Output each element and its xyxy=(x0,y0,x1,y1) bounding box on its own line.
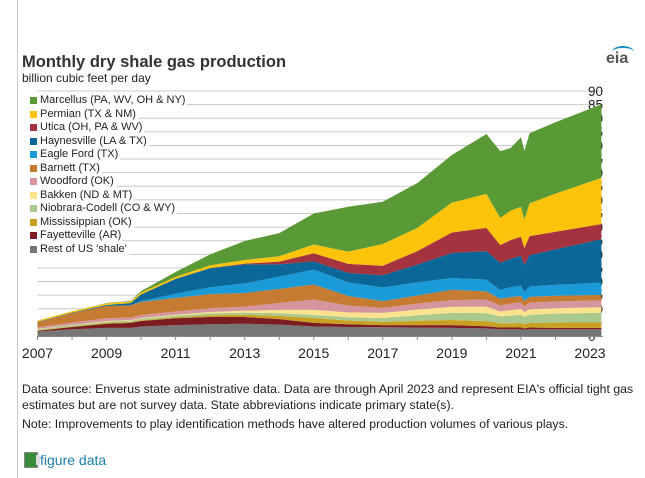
x-tick-label: 2015 xyxy=(298,345,329,361)
legend-item: Barnett (TX) xyxy=(30,161,102,175)
legend-label: Eagle Ford (TX) xyxy=(40,148,119,160)
legend-item: Eagle Ford (TX) xyxy=(30,148,121,162)
legend-label: Fayetteville (AR) xyxy=(40,229,122,241)
legend-swatch xyxy=(30,110,37,118)
legend-item: Bakken (ND & MT) xyxy=(30,188,135,202)
legend-item: Niobrara-Codell (CO & WY) xyxy=(30,202,178,216)
chart-subtitle: billion cubic feet per day xyxy=(22,71,151,85)
x-tick-label: 2021 xyxy=(505,345,536,361)
legend-swatch xyxy=(30,205,37,213)
area-series-bakken-nd-mt xyxy=(37,306,602,330)
legend-swatch xyxy=(30,151,37,159)
legend-item: Mississippian (OK) xyxy=(30,215,134,229)
data-source-note: Data source: Enverus state administrativ… xyxy=(22,382,634,412)
x-tick-label: 2013 xyxy=(229,345,260,361)
area-series-eagle-ford-tx xyxy=(37,269,602,323)
stacked-area-chart: 0510152025303540455055606570758085902007… xyxy=(22,84,606,361)
legend-item: Rest of US 'shale' xyxy=(30,242,129,256)
legend-swatch xyxy=(30,191,37,199)
legend-swatch xyxy=(30,164,37,172)
legend-label: Utica (OH, PA & WV) xyxy=(40,121,143,133)
legend-label: Permian (TX & NM) xyxy=(40,107,136,120)
legend-label: Haynesville (LA & TX) xyxy=(40,134,147,147)
legend-label: Bakken (ND & MT) xyxy=(40,188,133,201)
x-tick-label: 2017 xyxy=(367,345,398,361)
legend-item: Permian (TX & NM) xyxy=(30,107,138,121)
legend-swatch xyxy=(30,124,37,132)
excel-file-icon xyxy=(24,452,40,468)
legend-item: Utica (OH, PA & WV) xyxy=(30,121,145,135)
figure-data-link[interactable]: figure data xyxy=(24,452,106,468)
area-series-barnett-tx xyxy=(37,284,602,328)
x-tick-label: 2019 xyxy=(436,345,467,361)
legend-swatch xyxy=(30,137,37,145)
legend-label: Barnett (TX) xyxy=(40,161,100,174)
legend-swatch xyxy=(30,245,37,253)
area-series-utica-oh-pa-wv xyxy=(37,224,602,322)
legend-item: Marcellus (PA, WV, OH & NY) xyxy=(30,94,188,108)
legend-item: Fayetteville (AR) xyxy=(30,229,124,243)
chart-footer: Data source: Enverus state administrativ… xyxy=(22,381,637,435)
x-tick-label: 2023 xyxy=(574,345,605,361)
eia-logo-arc-icon xyxy=(612,46,634,58)
area-series-marcellus-pa-wv-oh-ny xyxy=(37,104,602,321)
legend-item: Haynesville (LA & TX) xyxy=(30,134,149,148)
legend-swatch xyxy=(30,218,37,226)
area-series-mississippian-ok xyxy=(37,314,602,331)
figure-data-label[interactable]: figure data xyxy=(40,452,107,468)
page-border xyxy=(17,0,18,478)
legend-swatch xyxy=(30,97,37,105)
legend-label: Niobrara-Codell (CO & WY) xyxy=(40,202,176,214)
x-tick-label: 2007 xyxy=(22,345,53,361)
chart-title: Monthly dry shale gas production xyxy=(22,53,287,71)
legend-swatch xyxy=(30,178,37,186)
legend-item: Woodford (OK) xyxy=(30,175,116,189)
area-series-fayetteville-ar xyxy=(37,316,602,332)
x-tick-label: 2011 xyxy=(161,345,191,361)
area-series-rest-of-us-shale xyxy=(37,323,602,336)
area-series-haynesville-la-tx xyxy=(37,239,602,323)
area-series-woodford-ok xyxy=(37,299,602,329)
methodology-note: Note: Improvements to play identificatio… xyxy=(22,417,569,431)
area-series-permian-tx-nm xyxy=(37,177,602,322)
legend-swatch xyxy=(30,232,37,240)
x-tick-label: 2009 xyxy=(91,345,122,361)
y-tick-label: 90 xyxy=(588,84,603,99)
legend-label: Rest of US 'shale' xyxy=(40,242,127,255)
legend-label: Mississippian (OK) xyxy=(40,215,132,228)
chart-legend: Marcellus (PA, WV, OH & NY) Permian (TX &… xyxy=(30,94,188,256)
legend-label: Woodford (OK) xyxy=(40,175,114,187)
eia-logo: eia xyxy=(606,50,629,67)
legend-label: Marcellus (PA, WV, OH & NY) xyxy=(40,94,186,106)
area-series-niobrara-codell-co-wy xyxy=(37,312,602,331)
